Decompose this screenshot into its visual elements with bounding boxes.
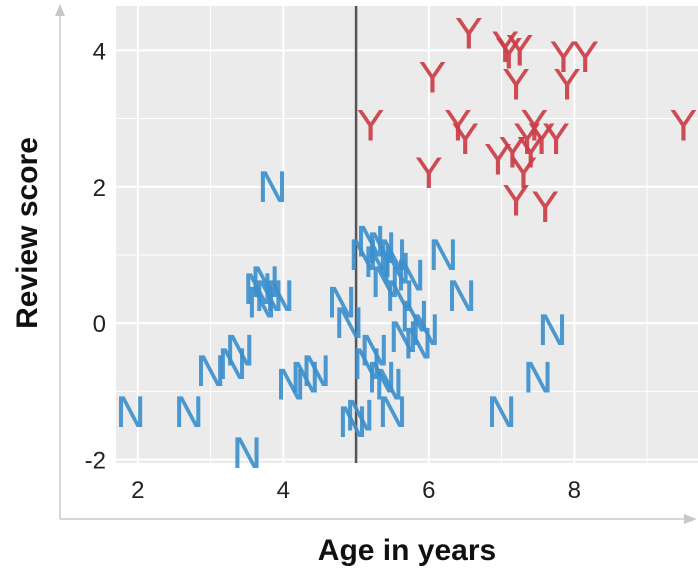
- point-marker-y: Y: [444, 101, 471, 150]
- x-axis-title: Age in years: [318, 534, 496, 567]
- point-marker-y: Y: [419, 54, 446, 103]
- point-marker-y: Y: [517, 129, 544, 178]
- point-marker-n: N: [195, 347, 226, 396]
- y-axis-ticks: -2 0 2 4: [85, 38, 106, 474]
- point-marker-y: Y: [499, 129, 526, 178]
- point-marker-n: N: [446, 272, 477, 321]
- point-marker-n: N: [366, 354, 397, 403]
- point-marker-n: N: [257, 163, 288, 212]
- y-tick-label: 4: [93, 38, 106, 65]
- point-marker-y: Y: [455, 9, 482, 58]
- point-marker-y: Y: [571, 33, 598, 82]
- point-marker-y: Y: [502, 176, 529, 225]
- point-marker-y: Y: [495, 30, 522, 79]
- x-tick-label: 6: [422, 477, 435, 504]
- point-marker-y: Y: [510, 149, 537, 198]
- point-marker-y: Y: [357, 101, 384, 150]
- plot-area: [116, 6, 698, 463]
- point-marker-y: Y: [550, 33, 577, 82]
- point-marker-n: N: [377, 388, 408, 437]
- point-marker-y: Y: [491, 23, 518, 72]
- point-marker-y: Y: [528, 115, 555, 164]
- point-marker-n: N: [217, 340, 248, 389]
- point-marker-n: N: [224, 326, 255, 375]
- y-axis-title: Review score: [11, 137, 44, 329]
- point-marker-n: N: [373, 361, 404, 410]
- data-points: N NNNNNNNNNNNNNNNNNNNNNNNNNNNNNNNNNNNNNNN…: [115, 9, 697, 477]
- point-marker-n: N: [337, 398, 368, 447]
- point-marker-n: N: [348, 231, 379, 280]
- y-axis-arrow: [55, 4, 65, 16]
- point-marker-n: N: [369, 258, 400, 307]
- point-marker-n: N: [231, 429, 262, 478]
- x-tick-label: 4: [277, 477, 290, 504]
- point-marker-n: N: [249, 258, 280, 307]
- point-marker-n: N: [409, 306, 440, 355]
- point-marker-y: Y: [553, 60, 580, 109]
- point-marker-y: Y: [415, 149, 442, 198]
- point-marker-y: Y: [506, 26, 533, 75]
- point-marker-n: N: [522, 354, 553, 403]
- point-marker-y: Y: [670, 101, 697, 150]
- point-marker-n: N: [326, 279, 357, 328]
- point-marker-n: N: [355, 217, 386, 266]
- point-marker-n: N: [275, 361, 306, 410]
- x-axis-ticks: 2 4 6 8: [131, 477, 581, 504]
- point-marker-n: N: [388, 313, 419, 362]
- point-marker-n: N: [428, 231, 459, 280]
- point-marker-y: Y: [451, 115, 478, 164]
- point-marker-n: N: [264, 272, 295, 321]
- point-marker-n: N: [351, 340, 382, 389]
- point-marker-n: N: [399, 292, 430, 341]
- x-tick-label: 2: [131, 477, 144, 504]
- y-tick-label: -2: [85, 448, 106, 475]
- point-marker-n: N: [380, 245, 411, 294]
- point-marker-y: Y: [531, 183, 558, 232]
- x-axis-arrow: [684, 514, 697, 524]
- point-marker-n: N: [246, 279, 277, 328]
- point-marker-n: N: [359, 326, 390, 375]
- point-marker-n: N: [395, 251, 426, 300]
- point-marker-y: Y: [542, 115, 569, 164]
- y-tick-label: 2: [93, 175, 106, 202]
- axes-frame: [55, 4, 697, 524]
- point-marker-n: N: [377, 231, 408, 280]
- point-marker-n: N: [362, 238, 393, 287]
- point-marker-y: Y: [520, 101, 547, 150]
- point-marker-n: N: [242, 265, 273, 314]
- plot-background: [116, 6, 698, 463]
- point-marker-n: N: [333, 299, 364, 348]
- point-marker-n: N: [253, 272, 284, 321]
- point-marker-n: N: [115, 388, 146, 437]
- point-marker-n: N: [537, 306, 568, 355]
- point-marker-n: N: [384, 272, 415, 321]
- point-marker-y: Y: [484, 135, 511, 184]
- point-marker-y: Y: [502, 60, 529, 109]
- y-tick-label: 0: [93, 311, 106, 338]
- point-marker-n: N: [300, 347, 331, 396]
- point-marker-n: N: [344, 391, 375, 440]
- point-marker-y: Y: [513, 115, 540, 164]
- point-marker-n: N: [366, 224, 397, 273]
- point-marker-n: N: [289, 354, 320, 403]
- point-marker-n: N: [486, 388, 517, 437]
- point-marker-n: N: [173, 388, 204, 437]
- point-marker-n: N: [402, 320, 433, 369]
- x-tick-label: 8: [568, 477, 581, 504]
